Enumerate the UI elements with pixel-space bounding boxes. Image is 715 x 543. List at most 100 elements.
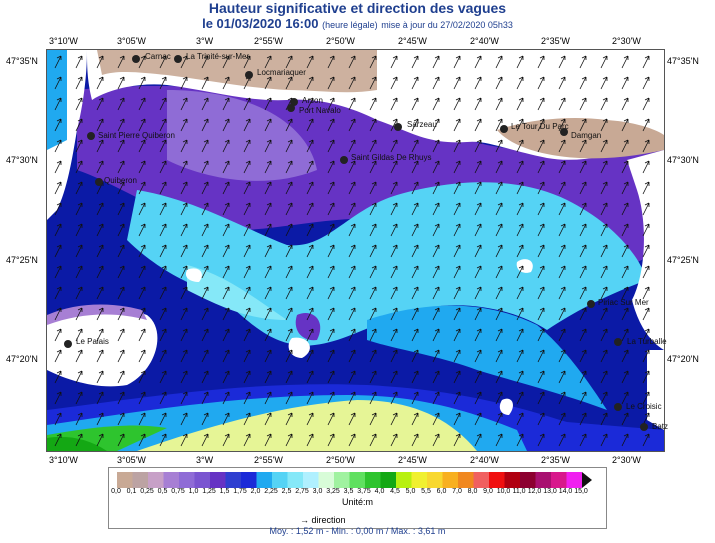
land-belle-ile	[47, 308, 158, 387]
place-piriac-sur-mer[interactable]: Piriac Sur Mer	[598, 298, 649, 307]
legend-tick-label: 12,0	[527, 488, 542, 495]
wave-direction-arrow	[600, 118, 608, 132]
wave-direction-arrow	[474, 391, 482, 405]
wave-direction-arrow	[348, 433, 356, 447]
wave-direction-arrow	[348, 223, 356, 237]
wave-direction-arrow	[243, 181, 251, 195]
wave-direction-arrow	[96, 160, 104, 174]
legend-swatch	[272, 472, 288, 488]
wave-direction-arrow	[306, 97, 314, 111]
place-le-tour-du-parc[interactable]: Le Tour Du Parc	[511, 122, 569, 131]
wave-direction-arrow	[390, 181, 398, 195]
wave-direction-arrow	[159, 223, 167, 237]
wave-direction-arrow	[222, 265, 230, 279]
wave-direction-arrow	[222, 370, 230, 384]
legend-swatch	[194, 472, 210, 488]
place-quiberon[interactable]: Quiberon	[104, 176, 137, 185]
place-locmariaquer[interactable]: Locmariaquer	[257, 68, 306, 77]
wave-direction-arrow	[579, 118, 587, 132]
wave-direction-arrow	[621, 244, 629, 258]
wave-direction-arrow	[348, 391, 356, 405]
wave-direction-arrow	[474, 76, 482, 90]
place-dot	[560, 128, 568, 136]
wave-direction-arrow	[369, 139, 377, 153]
wave-direction-arrow	[159, 118, 167, 132]
wave-direction-arrow	[285, 412, 293, 426]
wave-direction-arrow	[432, 433, 440, 447]
wave-direction-arrow	[201, 55, 209, 69]
place-la-trinite[interactable]: La Trinité-sur-Mer	[186, 52, 250, 61]
wave-direction-arrow	[600, 328, 608, 342]
wave-direction-arrow	[642, 328, 650, 342]
wave-direction-arrow	[348, 118, 356, 132]
place-damgan[interactable]: Damgan	[571, 131, 602, 140]
wave-direction-arrow	[369, 118, 377, 132]
place-saint-gildas[interactable]: Saint Gildas De Rhuys	[351, 153, 432, 162]
wave-direction-arrow	[243, 370, 251, 384]
wave-direction-arrow	[558, 244, 566, 258]
wave-direction-arrow	[432, 160, 440, 174]
forecast-date: le 01/03/2020 16:00	[202, 16, 319, 31]
wave-direction-arrow	[390, 328, 398, 342]
chart-subtitle: le 01/03/2020 16:00 (heure légale) mise …	[0, 16, 715, 31]
wave-direction-arrow	[642, 97, 650, 111]
place-dot	[287, 104, 295, 112]
wave-direction-arrow	[54, 223, 62, 237]
legend-swatch	[318, 472, 334, 488]
wave-direction-arrow	[474, 370, 482, 384]
wave-direction-arrow	[159, 139, 167, 153]
wave-direction-arrow	[453, 244, 461, 258]
wave-direction-arrow	[327, 286, 335, 300]
wave-direction-arrow	[222, 55, 230, 69]
place-sarzeau[interactable]: Sarzeau	[407, 120, 437, 129]
wave-direction-arrow	[453, 202, 461, 216]
wave-direction-arrow	[75, 160, 83, 174]
place-batz[interactable]: Batz	[652, 422, 669, 431]
wave-direction-arrow	[222, 139, 230, 153]
wave-direction-arrow	[474, 244, 482, 258]
direction-legend: → direction	[300, 515, 346, 525]
wave-direction-arrow	[306, 433, 314, 447]
wave-direction-arrow	[369, 76, 377, 90]
wave-direction-arrow	[285, 244, 293, 258]
place-dot	[174, 55, 182, 63]
wave-direction-arrow	[537, 118, 545, 132]
wave-direction-arrow	[117, 286, 125, 300]
place-dot	[64, 340, 72, 348]
wave-direction-arrow	[75, 139, 83, 153]
wave-direction-arrow	[453, 160, 461, 174]
legend-tick-label: 4,5	[390, 488, 400, 495]
wave-direction-arrow	[579, 286, 587, 300]
place-carnac[interactable]: Carnac	[145, 52, 171, 61]
legend-tick-label: 0,5	[157, 488, 168, 495]
place-le-palais[interactable]: Le Palais	[76, 337, 109, 346]
wave-direction-arrow	[432, 55, 440, 69]
place-port-navalo[interactable]: Port Navalo	[299, 106, 341, 115]
wave-direction-arrow	[54, 202, 62, 216]
wave-direction-arrow	[432, 391, 440, 405]
wave-direction-arrow	[117, 265, 125, 279]
legend-swatch	[241, 472, 257, 488]
wave-direction-arrow	[558, 181, 566, 195]
place-la-turballe[interactable]: La Turballe	[627, 337, 667, 346]
wave-direction-arrow	[96, 370, 104, 384]
wave-direction-arrow	[390, 139, 398, 153]
wave-direction-arrow	[537, 181, 545, 195]
wave-direction-arrow	[579, 307, 587, 321]
wave-direction-arrow	[495, 433, 503, 447]
wave-direction-arrow	[432, 286, 440, 300]
wave-direction-arrow	[327, 244, 335, 258]
wave-direction-arrow	[117, 244, 125, 258]
place-arzon[interactable]: Arzon	[302, 96, 323, 105]
place-le-croisic[interactable]: Le Croisic	[626, 402, 662, 411]
place-saint-pierre-quiberon[interactable]: Saint Pierre Quiberon	[98, 131, 175, 140]
wave-direction-arrow	[495, 97, 503, 111]
wave-direction-arrow	[642, 118, 650, 132]
wave-direction-arrow	[453, 265, 461, 279]
place-dot	[587, 300, 595, 308]
wave-direction-arrow	[75, 412, 83, 426]
wave-height-map[interactable]	[46, 49, 665, 452]
legend-tick-label: 2,75	[295, 488, 309, 495]
wave-direction-arrow	[243, 391, 251, 405]
wave-direction-arrow	[495, 139, 503, 153]
